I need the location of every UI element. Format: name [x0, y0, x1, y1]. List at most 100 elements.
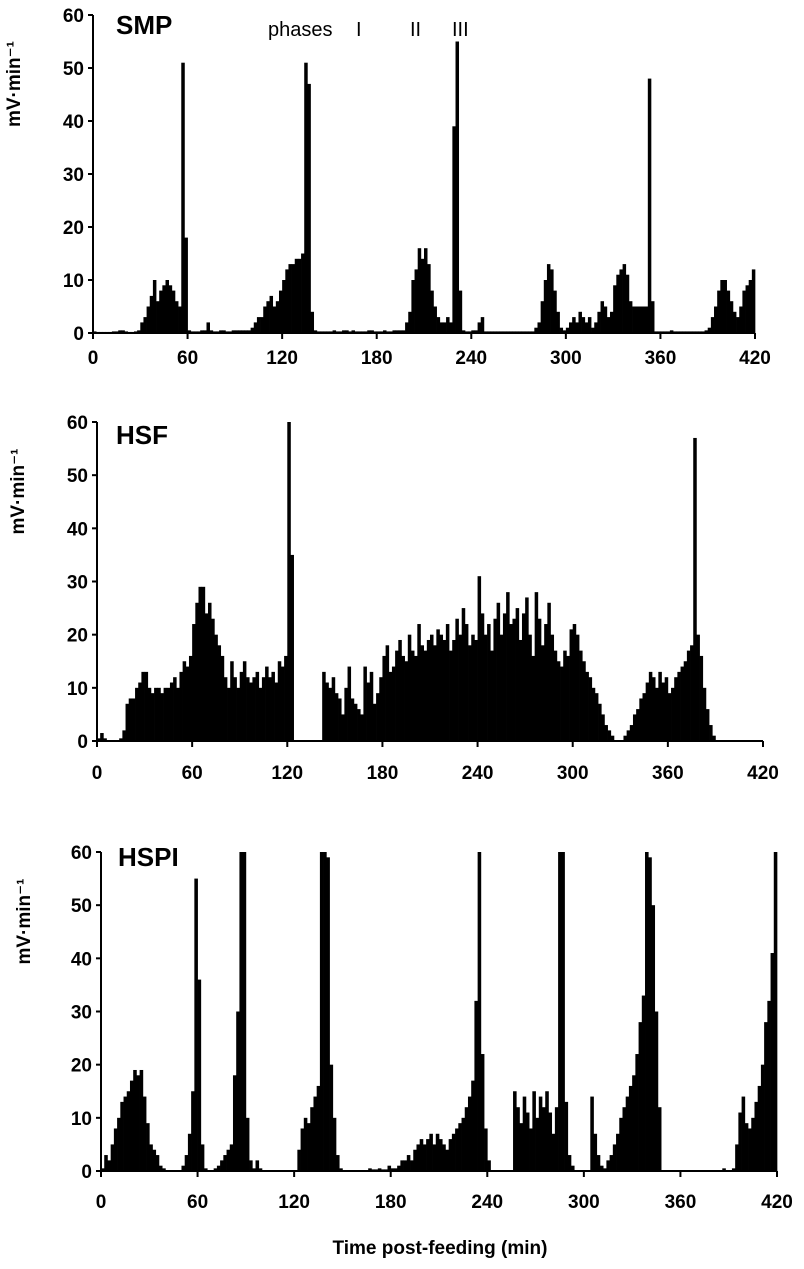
hsf-bar [287, 422, 291, 741]
hsf-bar [204, 613, 209, 741]
smp-bar [367, 330, 371, 333]
smp-bar [209, 330, 214, 333]
smp-bar [581, 317, 586, 333]
smp-bar [600, 301, 605, 333]
hspi-y-ticks: 0 10 20 30 40 50 60 [71, 843, 101, 1183]
hsf-bar [227, 687, 231, 741]
smp-bar [739, 306, 743, 333]
hsf-bar [169, 682, 174, 741]
hspi-bar [242, 852, 247, 1171]
hspi-bar [628, 1085, 633, 1171]
smp-bar [278, 290, 283, 333]
hsf-bar [173, 677, 177, 741]
hsf-bar [385, 645, 390, 741]
hsf-bar [566, 655, 570, 741]
hsf-panel-title: HSF [116, 420, 168, 450]
hsf-bar [477, 576, 482, 741]
hspi-y-tick-label: 60 [71, 843, 92, 864]
smp-bar [704, 330, 709, 333]
hsf-bar [588, 677, 593, 741]
hspi-x-tick-label: 420 [761, 1192, 793, 1213]
hsf-x-tick-label: 420 [747, 763, 779, 784]
smp-bar [430, 290, 434, 333]
hspi-bar [477, 852, 482, 1171]
hsf-bar [420, 645, 425, 741]
hspi-bar [548, 1112, 553, 1171]
hspi-bar [123, 1096, 128, 1171]
hspi-bar [570, 1165, 575, 1171]
smp-bar [471, 330, 475, 333]
hsf-bar [125, 703, 130, 741]
smp-bar [480, 317, 485, 333]
smp-bar [606, 317, 611, 333]
smp-bar [351, 330, 355, 333]
x-axis-title: Time post-feeding (min) [333, 1238, 548, 1259]
hsf-bar [499, 634, 504, 741]
smp-panel-title: SMP [116, 10, 172, 40]
smp-bar [383, 330, 387, 333]
smp-bar [159, 290, 163, 333]
hspi-x-tick-label: 60 [187, 1192, 208, 1213]
hsf-bar [430, 634, 434, 741]
hspi-bar [458, 1123, 462, 1171]
hsf-bar [338, 698, 342, 741]
smp-bar [427, 264, 431, 333]
hspi-bar [651, 905, 656, 1171]
smp-bar [291, 264, 296, 333]
hspi-bar [184, 1155, 189, 1171]
hspi-bar [439, 1139, 443, 1171]
hspi-bar [213, 1168, 218, 1171]
hspi-bar [339, 1168, 343, 1171]
hspi-bar [657, 1107, 662, 1171]
hspi-bar [451, 1133, 456, 1171]
hsf-bar [575, 634, 580, 741]
smp-bar [137, 330, 141, 333]
hspi-bar [648, 857, 652, 1171]
hspi-bar [113, 1128, 118, 1171]
hsf-bar [357, 709, 361, 741]
hsf-bar [369, 671, 374, 741]
smp-bar [288, 264, 292, 333]
hspi-x-tick-label: 300 [568, 1192, 600, 1213]
hspi-bar [406, 1155, 411, 1171]
hsf-bar [471, 634, 475, 741]
hsf-bar [661, 682, 666, 741]
smp-x-tick-label: 0 [88, 348, 99, 369]
hspi-bar [368, 1168, 372, 1171]
hspi-bar [625, 1096, 630, 1171]
hsf-bar [585, 671, 589, 741]
smp-bar [669, 330, 674, 333]
smp-bar [238, 330, 242, 333]
hspi-bar [529, 1128, 533, 1171]
smp-bar [294, 258, 299, 333]
hsf-bar [604, 725, 608, 741]
smp-bar [241, 330, 245, 333]
hsf-bar [388, 671, 393, 741]
smp-bar [234, 330, 239, 333]
hspi-bar [632, 1075, 636, 1171]
hsf-bar [632, 714, 637, 741]
hsf-bar [233, 677, 237, 741]
smp-bar [647, 78, 652, 333]
smp-bar [729, 301, 734, 333]
smp-bar [424, 248, 428, 333]
hsf-bar [379, 677, 383, 741]
smp-bar [439, 322, 444, 333]
smp-bar [304, 62, 308, 333]
smp-bar [256, 317, 261, 333]
hsf-bar [119, 738, 123, 741]
hspi-bar [335, 1155, 340, 1171]
hspi-bar [129, 1080, 134, 1171]
hspi-bar [200, 1144, 205, 1171]
smp-bar [748, 280, 753, 333]
hspi-bar [538, 1096, 543, 1171]
hspi-bar [120, 1101, 124, 1171]
hsf-y-tick-label: 10 [67, 679, 88, 700]
hsf-bar [582, 661, 586, 741]
smp-bar [565, 327, 570, 333]
hsf-bar [642, 693, 647, 741]
hsf-bar [449, 650, 453, 741]
hspi-bar [152, 1149, 157, 1171]
